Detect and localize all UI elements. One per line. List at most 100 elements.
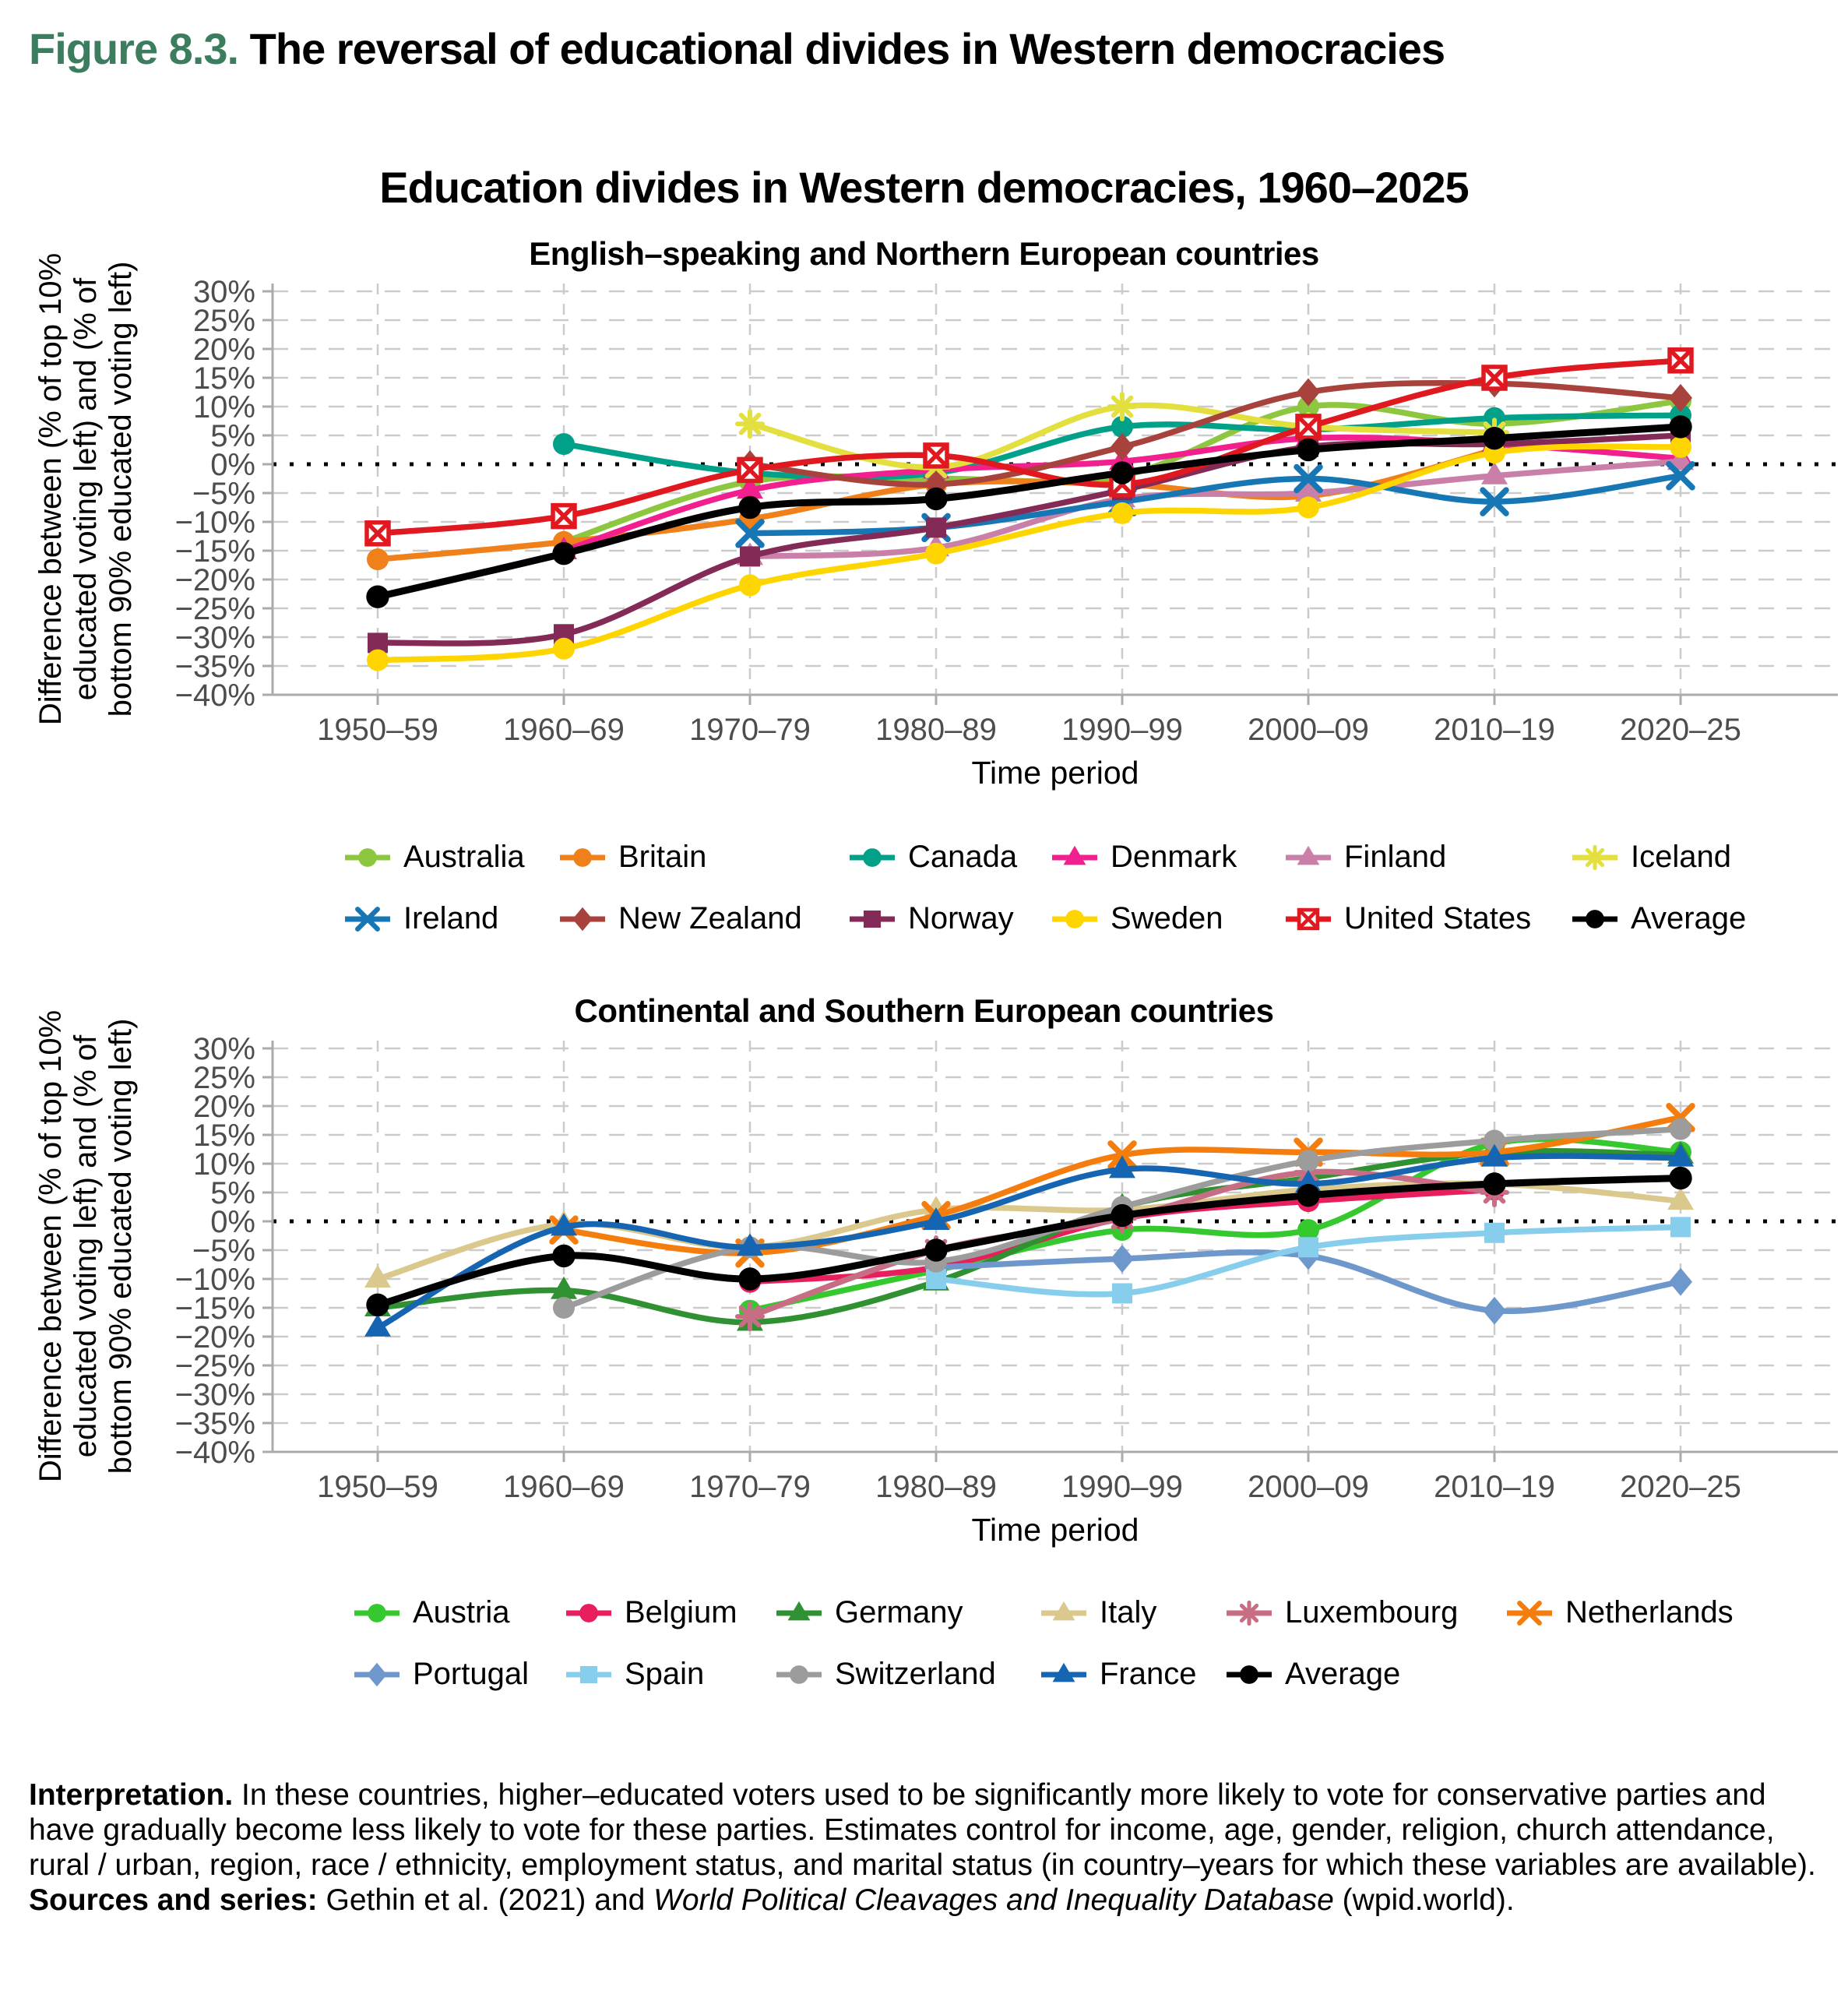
- asterisk-marker-icon: [1572, 844, 1617, 870]
- legend-item-portugal: Portugal: [352, 1657, 564, 1692]
- circle-marker-icon: [850, 847, 895, 867]
- svg-text:−25%: −25%: [175, 1349, 255, 1383]
- legend-item-united-states: United States: [1283, 901, 1570, 936]
- svg-text:2020–25: 2020–25: [1620, 713, 1741, 747]
- svg-text:1990–99: 1990–99: [1061, 713, 1183, 747]
- svg-text:1970–79: 1970–79: [689, 713, 811, 747]
- legend-item-luxembourg: Luxembourg: [1224, 1595, 1505, 1630]
- sources-post: (wpid.world).: [1333, 1883, 1515, 1917]
- svg-text:2010–19: 2010–19: [1434, 713, 1555, 747]
- svg-text:25%: 25%: [193, 304, 255, 338]
- svg-text:1970–79: 1970–79: [689, 1470, 811, 1504]
- svg-text:−10%: −10%: [175, 506, 255, 540]
- sources-database: World Political Cleavages and Inequality…: [653, 1883, 1334, 1917]
- svg-text:−25%: −25%: [175, 592, 255, 626]
- svg-text:1950–59: 1950–59: [317, 1470, 438, 1504]
- svg-text:−35%: −35%: [175, 650, 255, 684]
- svg-text:Time period: Time period: [972, 1512, 1139, 1548]
- series-spain: [926, 1217, 1691, 1304]
- legend-item-austria: Austria: [352, 1595, 564, 1630]
- svg-text:−20%: −20%: [175, 1320, 255, 1355]
- diamond-marker-icon: [354, 1662, 400, 1686]
- svg-text:1960–69: 1960–69: [503, 1470, 625, 1504]
- square-marker-icon: [850, 910, 895, 928]
- triangle-marker-icon: [1041, 1601, 1086, 1620]
- series-average: [366, 415, 1692, 608]
- svg-text:15%: 15%: [193, 1119, 255, 1153]
- legend-item-denmark: Denmark: [1050, 840, 1283, 875]
- svg-text:−10%: −10%: [175, 1263, 255, 1297]
- svg-text:1960–69: 1960–69: [503, 713, 625, 747]
- circle-marker-icon: [1052, 909, 1097, 928]
- svg-text:Time period: Time period: [972, 755, 1139, 791]
- legend-item-germany: Germany: [774, 1595, 1039, 1630]
- triangle-marker-icon: [776, 1601, 822, 1620]
- svg-text:2000–09: 2000–09: [1248, 1470, 1369, 1504]
- circle-marker-icon: [560, 847, 605, 867]
- legend-item-average: Average: [1570, 901, 1746, 936]
- circle-marker-icon: [776, 1665, 822, 1684]
- svg-text:10%: 10%: [193, 1147, 255, 1182]
- figure-header: Figure 8.3. The reversal of educational …: [29, 23, 1445, 74]
- svg-text:1980–89: 1980–89: [875, 713, 997, 747]
- interpretation-note: Interpretation. In these countries, high…: [29, 1777, 1820, 1918]
- svg-text:−30%: −30%: [175, 621, 255, 655]
- series-united-states: [364, 347, 1694, 547]
- legend-label: Portugal: [413, 1657, 529, 1691]
- legend-item-iceland: Iceland: [1570, 840, 1746, 875]
- triangle-marker-icon: [1052, 845, 1097, 865]
- subtitle-bottom-panel: Continental and Southern European countr…: [574, 992, 1274, 1029]
- svg-text:−40%: −40%: [175, 678, 255, 713]
- svg-text:10%: 10%: [193, 390, 255, 425]
- svg-text:2020–25: 2020–25: [1620, 1470, 1741, 1504]
- legend-item-italy: Italy: [1039, 1595, 1224, 1630]
- svg-text:1980–89: 1980–89: [875, 1470, 997, 1504]
- svg-text:−5%: −5%: [192, 477, 255, 511]
- legend-label: Netherlands: [1565, 1595, 1734, 1629]
- circle-marker-icon: [354, 1603, 400, 1622]
- legend-label: Spain: [625, 1657, 705, 1691]
- figure-label: Figure 8.3.: [29, 24, 239, 73]
- svg-text:20%: 20%: [193, 333, 255, 367]
- x-marker-icon: [1507, 1600, 1552, 1626]
- series-average: [366, 1166, 1692, 1317]
- asterisk-marker-icon: [1227, 1600, 1272, 1626]
- legend-label: Sweden: [1111, 901, 1223, 935]
- legend-label: Finland: [1344, 840, 1447, 874]
- svg-text:Difference between (% of top 1: Difference between (% of top 10%: [33, 1010, 68, 1482]
- svg-text:2000–09: 2000–09: [1248, 713, 1369, 747]
- legend-item-australia: Australia: [343, 840, 558, 875]
- subtitle-top-panel: English–speaking and Northern European c…: [529, 235, 1319, 272]
- legend-label: Australia: [403, 840, 525, 874]
- legend-label: United States: [1344, 901, 1532, 935]
- svg-text:−15%: −15%: [175, 1291, 255, 1326]
- legend-label: Denmark: [1111, 840, 1237, 874]
- legend-label: Belgium: [625, 1595, 737, 1629]
- triangle-marker-icon: [1286, 845, 1331, 865]
- legend-label: Ireland: [403, 901, 499, 935]
- legend-item-new-zealand: New Zealand: [558, 901, 847, 936]
- legend-item-canada: Canada: [847, 840, 1050, 875]
- sources-pre: Gethin et al. (2021) and: [317, 1883, 654, 1917]
- legend-item-netherlands: Netherlands: [1505, 1595, 1734, 1630]
- svg-text:1950–59: 1950–59: [317, 713, 438, 747]
- figure-title: The reversal of educational divides in W…: [238, 24, 1445, 73]
- circle-marker-icon: [345, 847, 390, 867]
- legend-label: Average: [1285, 1657, 1401, 1691]
- circle-marker-icon: [566, 1603, 611, 1622]
- svg-text:0%: 0%: [210, 448, 255, 482]
- legend-item-belgium: Belgium: [564, 1595, 774, 1630]
- svg-text:bottom 90% educated voting lef: bottom 90% educated voting left): [104, 1019, 138, 1474]
- svg-text:0%: 0%: [210, 1205, 255, 1239]
- svg-text:educated voting left) and (% o: educated voting left) and (% of: [69, 1034, 103, 1457]
- svg-text:25%: 25%: [193, 1061, 255, 1095]
- legend-label: Luxembourg: [1285, 1595, 1459, 1629]
- svg-text:−15%: −15%: [175, 534, 255, 569]
- legend-label: Average: [1631, 901, 1747, 935]
- legend-item-average: Average: [1224, 1657, 1505, 1692]
- legend-label: Iceland: [1631, 840, 1731, 874]
- legend-item-switzerland: Switzerland: [774, 1657, 1039, 1692]
- sources-label: Sources and series:: [29, 1883, 318, 1917]
- svg-text:educated voting left) and (% o: educated voting left) and (% of: [69, 277, 103, 700]
